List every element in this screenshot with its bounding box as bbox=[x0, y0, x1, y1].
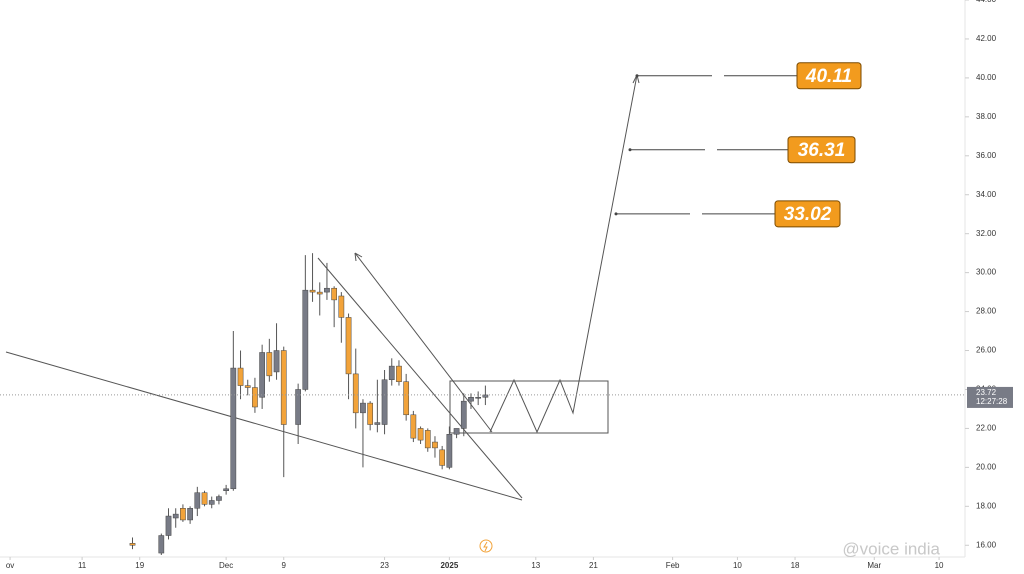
last-price-label: 23.72 bbox=[976, 388, 997, 397]
lower-trendline bbox=[5, 351, 523, 501]
x-tick-label: Dec bbox=[219, 561, 233, 570]
candle-body bbox=[446, 434, 453, 468]
target-label: 33.02 bbox=[784, 204, 832, 225]
y-tick-label: 20.00 bbox=[976, 462, 997, 471]
x-tick-label: 2025 bbox=[440, 561, 458, 570]
candle-body bbox=[381, 379, 388, 425]
x-tick-label: Feb bbox=[666, 561, 680, 570]
candle-body bbox=[158, 535, 165, 554]
target-dot bbox=[635, 74, 639, 78]
candle-body bbox=[172, 513, 179, 519]
candle-body bbox=[302, 289, 309, 390]
candle-body bbox=[266, 352, 273, 377]
candle-body bbox=[273, 350, 280, 373]
y-tick-label: 42.00 bbox=[976, 34, 997, 43]
y-tick-label: 36.00 bbox=[976, 151, 997, 160]
candle-body bbox=[216, 496, 222, 501]
countdown-label: 12:27:28 bbox=[976, 397, 1008, 406]
candle-body bbox=[424, 430, 431, 449]
candle-body bbox=[295, 389, 301, 425]
candle-body bbox=[388, 365, 395, 380]
x-tick-label: 21 bbox=[589, 561, 598, 570]
y-tick-label: 16.00 bbox=[976, 540, 997, 549]
target-box bbox=[774, 200, 841, 228]
candle-body bbox=[453, 428, 460, 435]
candle-body bbox=[180, 508, 186, 521]
y-tick-label: 34.00 bbox=[976, 190, 997, 199]
y-tick-label: 22.00 bbox=[976, 424, 997, 433]
range-box bbox=[449, 380, 609, 434]
candle-body bbox=[244, 385, 251, 388]
candle-body bbox=[360, 402, 366, 414]
x-tick-label: 19 bbox=[135, 561, 144, 570]
candle-body bbox=[417, 428, 424, 441]
x-tick-label: 9 bbox=[282, 561, 287, 570]
candle-body bbox=[482, 394, 489, 398]
candle-body bbox=[324, 287, 330, 293]
target-box bbox=[796, 62, 862, 90]
candle-body bbox=[259, 352, 265, 398]
candle-body bbox=[208, 500, 215, 505]
candle-body bbox=[432, 441, 438, 449]
target-dot bbox=[614, 212, 618, 216]
candle-body bbox=[223, 488, 229, 491]
candle-body bbox=[187, 508, 193, 521]
candle-body bbox=[309, 289, 316, 293]
target-dot bbox=[628, 148, 632, 152]
candle-body bbox=[237, 367, 244, 386]
candle-body bbox=[367, 402, 374, 425]
candle-body bbox=[439, 449, 446, 466]
target-box bbox=[787, 136, 856, 164]
x-tick-label: Mar bbox=[867, 561, 881, 570]
target-label: 36.31 bbox=[798, 140, 846, 161]
watermark: @voice india bbox=[842, 539, 940, 558]
candle-body bbox=[475, 397, 482, 399]
arrow-head bbox=[354, 252, 363, 262]
y-tick-label: 26.00 bbox=[976, 346, 997, 355]
target-label: 40.11 bbox=[805, 66, 852, 87]
y-tick-label: 38.00 bbox=[976, 112, 997, 121]
candle-body bbox=[468, 397, 474, 402]
arrow-line bbox=[354, 252, 493, 433]
candle-body bbox=[129, 543, 136, 546]
x-tick-label: 23 bbox=[380, 561, 389, 570]
candle-body bbox=[201, 492, 208, 505]
x-tick-label: 18 bbox=[791, 561, 800, 570]
candle-body bbox=[352, 373, 359, 414]
candle-body bbox=[280, 350, 287, 425]
last-price-box bbox=[967, 386, 1013, 408]
y-tick-label: 30.00 bbox=[976, 268, 997, 277]
event-bolt bbox=[483, 541, 488, 552]
candle-body bbox=[331, 287, 337, 301]
projection-zigzag bbox=[489, 74, 638, 434]
upper-trendline bbox=[317, 257, 523, 499]
event-icon bbox=[479, 539, 493, 553]
candle-body bbox=[316, 291, 323, 295]
candle-body bbox=[230, 367, 237, 490]
x-tick-label: 11 bbox=[78, 561, 87, 570]
y-tick-label: 32.00 bbox=[976, 229, 997, 238]
y-tick-label: 40.00 bbox=[976, 73, 997, 82]
candle-body bbox=[252, 387, 258, 408]
x-tick-label: 10 bbox=[733, 561, 742, 570]
candle-body bbox=[345, 317, 352, 375]
y-tick-label: 18.00 bbox=[976, 501, 997, 510]
candle-body bbox=[194, 492, 201, 509]
candle-body bbox=[410, 414, 417, 439]
x-tick-label: ov bbox=[6, 561, 14, 570]
candle-body bbox=[338, 295, 345, 318]
y-tick-label: 44.00 bbox=[976, 0, 997, 4]
x-tick-label: 10 bbox=[935, 561, 944, 570]
candle-body bbox=[165, 515, 172, 536]
drawings bbox=[5, 74, 640, 553]
y-tick-label: 28.00 bbox=[976, 307, 997, 316]
candle-body bbox=[374, 422, 381, 425]
candle-body bbox=[460, 400, 467, 429]
x-tick-label: 13 bbox=[531, 561, 540, 570]
candle-body bbox=[403, 381, 410, 416]
candle-body bbox=[396, 365, 402, 382]
